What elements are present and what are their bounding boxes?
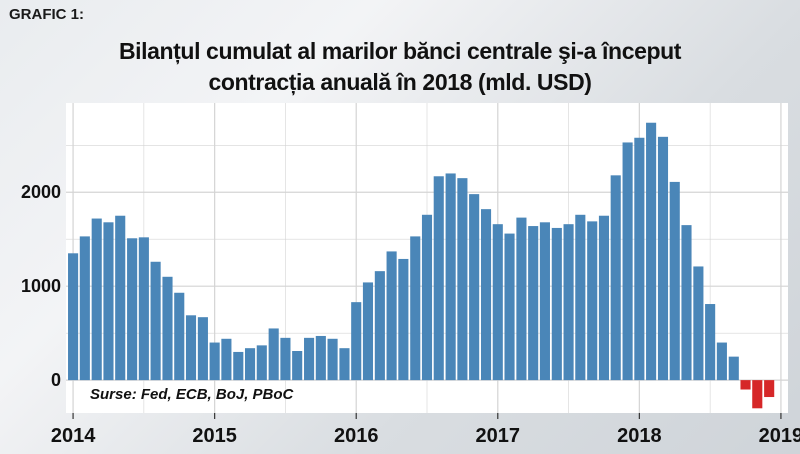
bar: [469, 194, 480, 381]
bar: [740, 380, 751, 390]
bar: [693, 266, 704, 381]
bar: [339, 348, 350, 381]
bar: [657, 136, 669, 381]
bar: [610, 175, 621, 381]
x-axis: 2014 2015 2016 2017 2018 2019: [51, 413, 800, 447]
bar: [268, 328, 279, 381]
bar: [79, 236, 90, 381]
x-tick-label: 2018: [617, 425, 662, 447]
bar: [197, 317, 208, 381]
bar: [598, 215, 610, 381]
bar: [622, 142, 633, 381]
bar: [728, 356, 739, 381]
bar: [362, 282, 374, 381]
bar: [504, 233, 515, 381]
bar: [374, 271, 385, 381]
bar: [280, 337, 291, 381]
bar: [162, 276, 173, 381]
bar: [150, 261, 161, 381]
x-tick-label: 2014: [51, 425, 96, 447]
bar: [244, 348, 256, 381]
bar: [315, 335, 326, 381]
x-tick-label: 2019: [759, 425, 800, 447]
bar: [103, 222, 114, 381]
bar: [646, 122, 657, 381]
bar: [138, 237, 149, 381]
bar: [292, 351, 303, 381]
chart-title: Bilanțul cumulat al marilor bănci centra…: [40, 36, 760, 98]
bar: [492, 224, 503, 381]
bar: [528, 226, 539, 381]
bar: [327, 338, 338, 381]
bar: [716, 342, 727, 381]
x-tick-label: 2017: [476, 425, 521, 447]
bar: [351, 302, 362, 381]
bar: [433, 176, 444, 381]
bar: [174, 292, 185, 381]
bar: [410, 236, 421, 381]
bar: [516, 217, 527, 381]
figure-label: GRAFIC 1:: [9, 6, 84, 23]
bar: [256, 345, 267, 381]
bar: [91, 218, 102, 381]
x-tick-label: 2016: [334, 425, 379, 447]
y-axis: 0 1000 2000: [21, 182, 61, 390]
bar: [421, 214, 433, 381]
y-tick-label: 0: [51, 370, 61, 390]
bar: [563, 224, 574, 381]
bar: [575, 214, 586, 381]
y-tick-label: 2000: [21, 182, 61, 202]
source-note: Surse: Fed, ECB, BoJ, PBoC: [90, 386, 295, 403]
bar: [705, 304, 716, 381]
bar: [68, 253, 79, 381]
bar: [233, 351, 244, 381]
bar: [221, 338, 232, 381]
bar: [386, 251, 397, 381]
bar: [457, 178, 468, 381]
bar: [587, 221, 598, 381]
chart-title-line-1: Bilanțul cumulat al marilor bănci centra…: [118, 38, 682, 64]
bar: [551, 227, 562, 381]
x-tick-label: 2015: [192, 425, 237, 447]
bar: [539, 222, 550, 381]
bar: [304, 337, 315, 381]
bars: [68, 122, 775, 409]
bar: [209, 342, 220, 381]
chart-title-line-2: contracția anuală în 2018 (mld. USD): [208, 69, 592, 95]
bar: [185, 315, 197, 381]
bar: [445, 173, 456, 381]
y-tick-label: 1000: [21, 276, 61, 296]
bar: [634, 137, 645, 381]
bar: [127, 238, 138, 381]
bar: [681, 225, 692, 381]
bar: [480, 209, 492, 381]
bar: [669, 181, 680, 381]
bar: [752, 380, 763, 409]
bar: [398, 258, 409, 381]
bar: [115, 215, 126, 381]
bar: [764, 380, 775, 398]
